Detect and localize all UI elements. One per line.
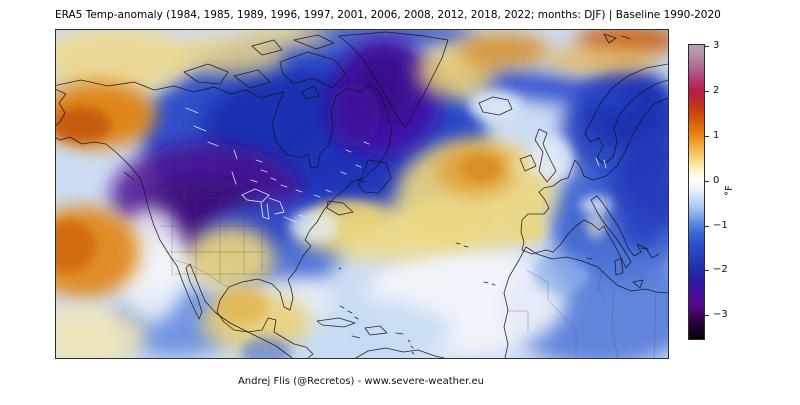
colorbar-tick (705, 270, 709, 272)
colorbar: 3 2 1 0 −1 −2 −3 °F (688, 40, 735, 340)
anomaly-blob-pacific-paleyellow (56, 306, 147, 358)
anomaly-blob-uk-pale (529, 136, 573, 180)
anomaly-blob-iceland-pale (470, 92, 522, 120)
colorbar-tick-label: −1 (713, 219, 728, 231)
anomaly-blob-alaska-orange-core (56, 107, 111, 143)
anomaly-blob-ellesmere-orange (459, 32, 549, 68)
figure-title: ERA5 Temp-anomaly (1984, 1985, 1989, 199… (55, 9, 721, 21)
anomaly-blob-nafrica-light-patch (533, 258, 589, 294)
anomaly-blob-arctic-islands-yellow-c (241, 30, 331, 48)
anomaly-blob-alps-pale (580, 196, 612, 214)
map-frame (55, 29, 669, 359)
colorbar-tick (705, 225, 709, 227)
anomaly-blob-europe-dark-core (613, 137, 668, 233)
colorbar-tick (705, 46, 709, 48)
political-borders (144, 107, 657, 358)
colorbar-tick (705, 91, 709, 93)
anomaly-blob-barents-yellow (543, 46, 659, 74)
lakes (185, 107, 607, 223)
anomaly-blob-mexico-gold-core (216, 288, 268, 324)
anomaly-field (56, 30, 668, 358)
anomaly-blob-iberia-yellow (510, 216, 546, 244)
colorbar-tick-label: 1 (713, 129, 720, 141)
colorbar-tick-label: −3 (713, 309, 728, 321)
colorbar-tick (705, 135, 709, 137)
colorbar-gradient (688, 44, 705, 340)
anomaly-blob-arctic-nw-yellow (56, 30, 194, 94)
colorbar-tick-label: 3 (713, 40, 720, 52)
anomaly-blob-davis-strait-purple (328, 83, 380, 147)
anomaly-blob-pacific-orange-core (56, 220, 96, 272)
coastlines (56, 31, 668, 358)
colorbar-tick-label: −2 (713, 264, 728, 276)
colorbar-unit-label: °F (723, 185, 735, 196)
colorbar-tick (705, 180, 709, 182)
colorbar-ticks: 3 2 1 0 −1 −2 −3 (688, 40, 748, 340)
anomaly-blob-greenland-sea-blue-band (458, 68, 634, 106)
colorbar-tick-label: 2 (713, 85, 720, 97)
anomaly-map (56, 30, 668, 358)
colorbar-tick (705, 315, 709, 317)
anomaly-blob-italy-pale (586, 211, 606, 239)
figure-credit: Andrej Flis (@Recretos) - www.severe-wea… (237, 376, 485, 387)
anomaly-blob-midatl-orange-inner (461, 154, 501, 182)
colorbar-tick-label: 0 (713, 174, 720, 186)
anomaly-blob-aegean-blue (623, 210, 659, 250)
anomaly-blob-smexico-blue (241, 337, 291, 358)
